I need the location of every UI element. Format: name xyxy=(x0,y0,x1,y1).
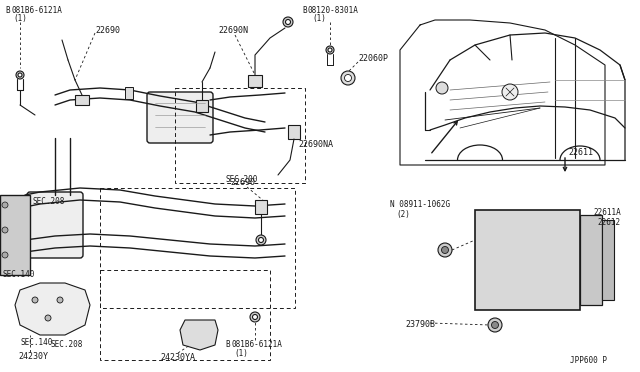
Text: 22060P: 22060P xyxy=(358,54,388,63)
Text: 22611: 22611 xyxy=(568,148,593,157)
Circle shape xyxy=(16,71,24,79)
Circle shape xyxy=(283,17,293,27)
Text: SEC.140: SEC.140 xyxy=(2,270,35,279)
Bar xyxy=(100,270,270,360)
Text: B: B xyxy=(225,340,230,349)
Bar xyxy=(175,88,305,183)
Text: 23790B: 23790B xyxy=(405,320,435,329)
Bar xyxy=(75,95,89,105)
Circle shape xyxy=(341,71,355,85)
Text: B: B xyxy=(302,6,307,15)
Text: 24230YA: 24230YA xyxy=(160,353,195,362)
Circle shape xyxy=(32,297,38,303)
Circle shape xyxy=(57,297,63,303)
Text: (1): (1) xyxy=(13,14,27,23)
Text: N 08911-1062G: N 08911-1062G xyxy=(390,200,450,209)
Circle shape xyxy=(442,247,449,253)
Bar xyxy=(288,125,300,139)
Circle shape xyxy=(436,82,448,94)
Circle shape xyxy=(2,202,8,208)
Circle shape xyxy=(253,314,257,320)
Circle shape xyxy=(18,73,22,77)
Circle shape xyxy=(2,252,8,258)
Bar xyxy=(100,188,295,308)
FancyBboxPatch shape xyxy=(147,92,213,143)
Text: SEC.140: SEC.140 xyxy=(20,338,52,347)
Text: (1): (1) xyxy=(312,14,326,23)
FancyBboxPatch shape xyxy=(27,192,83,258)
Circle shape xyxy=(438,243,452,257)
Text: 081B6-6121A: 081B6-6121A xyxy=(11,6,62,15)
Text: 24230Y: 24230Y xyxy=(18,352,48,361)
Text: 22612: 22612 xyxy=(597,218,620,227)
Text: SEC.200: SEC.200 xyxy=(225,175,257,184)
Circle shape xyxy=(502,84,518,100)
Text: 22690: 22690 xyxy=(230,178,255,187)
Bar xyxy=(125,87,133,99)
Text: 22611A: 22611A xyxy=(593,208,621,217)
Text: SEC.208: SEC.208 xyxy=(32,197,65,206)
Circle shape xyxy=(45,315,51,321)
Polygon shape xyxy=(180,320,218,350)
Circle shape xyxy=(285,19,291,25)
Circle shape xyxy=(250,312,260,322)
Text: (1): (1) xyxy=(234,349,248,358)
Circle shape xyxy=(256,235,266,245)
Circle shape xyxy=(488,318,502,332)
Bar xyxy=(255,200,267,214)
Circle shape xyxy=(259,237,264,243)
Bar xyxy=(0,195,30,275)
Circle shape xyxy=(328,48,332,52)
Text: 081B6-6121A: 081B6-6121A xyxy=(231,340,282,349)
Text: JPP600 P: JPP600 P xyxy=(570,356,607,365)
Text: 08120-8301A: 08120-8301A xyxy=(308,6,359,15)
Circle shape xyxy=(326,46,334,54)
Bar xyxy=(196,100,208,112)
Text: B: B xyxy=(5,6,10,15)
Text: SEC.208: SEC.208 xyxy=(50,340,83,349)
Text: 22690NA: 22690NA xyxy=(298,140,333,149)
Polygon shape xyxy=(15,283,90,335)
Bar xyxy=(602,220,614,300)
Circle shape xyxy=(492,321,499,328)
Text: 22690N: 22690N xyxy=(218,26,248,35)
Circle shape xyxy=(344,74,351,81)
Bar xyxy=(580,215,602,305)
Circle shape xyxy=(2,227,8,233)
Text: (2): (2) xyxy=(396,210,410,219)
Text: 22690: 22690 xyxy=(95,26,120,35)
Bar xyxy=(475,210,580,310)
Bar xyxy=(248,75,262,87)
